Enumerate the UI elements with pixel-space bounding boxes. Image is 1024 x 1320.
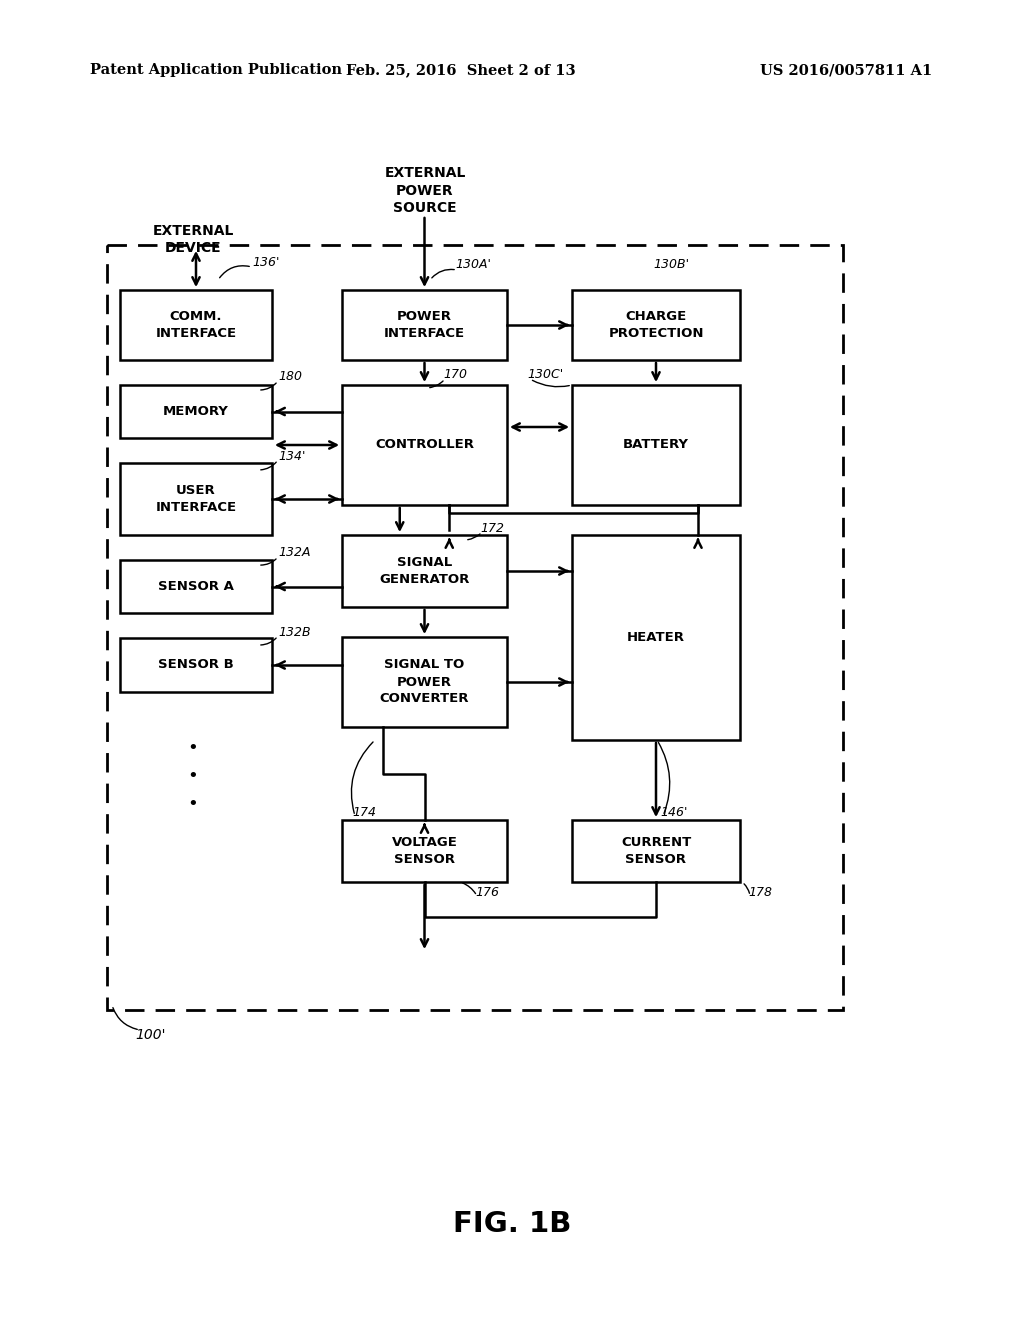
Text: VOLTAGE
SENSOR: VOLTAGE SENSOR [391, 836, 458, 866]
Text: •: • [187, 795, 199, 813]
Bar [342, 290, 507, 360]
Bar [120, 463, 272, 535]
Text: 130B': 130B' [653, 259, 689, 272]
Bar [342, 535, 507, 607]
Bar [342, 820, 507, 882]
Text: CONTROLLER: CONTROLLER [375, 438, 474, 451]
Bar [120, 638, 272, 692]
Text: EXTERNAL
DEVICE: EXTERNAL DEVICE [153, 223, 233, 255]
Text: 170: 170 [443, 368, 467, 381]
Text: FIG. 1B: FIG. 1B [453, 1209, 571, 1238]
Text: EXTERNAL
POWER
SOURCE: EXTERNAL POWER SOURCE [384, 166, 466, 215]
Bar [342, 385, 507, 506]
Text: USER
INTERFACE: USER INTERFACE [156, 484, 237, 513]
Text: CHARGE
PROTECTION: CHARGE PROTECTION [608, 310, 703, 341]
Text: •: • [187, 767, 199, 785]
Text: HEATER: HEATER [627, 631, 685, 644]
Text: •: • [187, 739, 199, 756]
Text: POWER
INTERFACE: POWER INTERFACE [384, 310, 465, 341]
Bar [572, 535, 740, 741]
Text: SENSOR A: SENSOR A [158, 579, 233, 593]
Text: 130A': 130A' [455, 259, 490, 272]
Text: BATTERY: BATTERY [623, 438, 689, 451]
Text: SIGNAL TO
POWER
CONVERTER: SIGNAL TO POWER CONVERTER [380, 659, 469, 705]
Bar [572, 820, 740, 882]
Text: Patent Application Publication: Patent Application Publication [90, 63, 342, 77]
Text: CURRENT
SENSOR: CURRENT SENSOR [621, 836, 691, 866]
Bar [120, 290, 272, 360]
Text: 146': 146' [660, 805, 687, 818]
Text: 180: 180 [278, 371, 302, 384]
Text: 100': 100' [135, 1028, 166, 1041]
Text: COMM.
INTERFACE: COMM. INTERFACE [156, 310, 237, 341]
Text: 174: 174 [352, 805, 376, 818]
Bar [106, 246, 843, 1010]
Text: 172: 172 [480, 521, 504, 535]
Text: 178: 178 [748, 886, 772, 899]
Text: 134': 134' [278, 450, 305, 462]
Bar [342, 638, 507, 727]
Bar [572, 385, 740, 506]
Text: 176: 176 [475, 886, 499, 899]
Bar [120, 385, 272, 438]
Text: Feb. 25, 2016  Sheet 2 of 13: Feb. 25, 2016 Sheet 2 of 13 [346, 63, 575, 77]
Text: 132B: 132B [278, 626, 310, 639]
Text: 136': 136' [252, 256, 280, 269]
Text: SIGNAL
GENERATOR: SIGNAL GENERATOR [379, 556, 470, 586]
Bar [120, 560, 272, 612]
Text: SENSOR B: SENSOR B [158, 659, 233, 672]
Bar [572, 290, 740, 360]
Text: 130C': 130C' [527, 368, 563, 381]
Text: 132A: 132A [278, 546, 310, 560]
Text: US 2016/0057811 A1: US 2016/0057811 A1 [760, 63, 932, 77]
Text: MEMORY: MEMORY [163, 405, 229, 418]
